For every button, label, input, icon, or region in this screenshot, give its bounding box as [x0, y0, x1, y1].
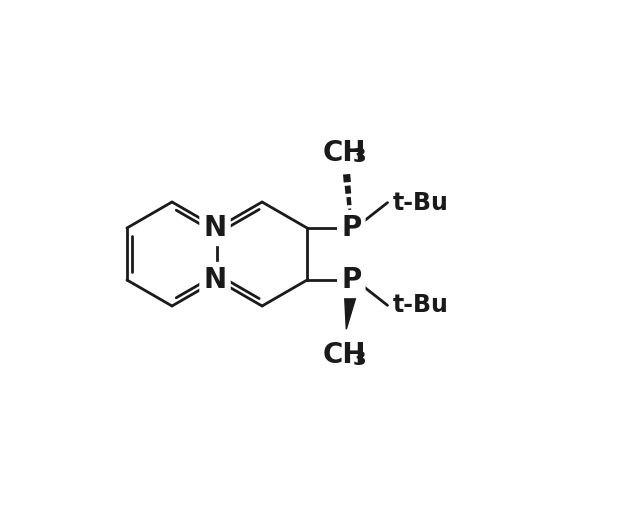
- Text: N: N: [204, 214, 227, 242]
- Text: N: N: [204, 266, 227, 294]
- Text: t-Bu: t-Bu: [392, 293, 449, 317]
- Text: CH: CH: [323, 341, 366, 369]
- Text: t-Bu: t-Bu: [392, 191, 449, 215]
- Text: 3: 3: [353, 350, 366, 369]
- Text: P: P: [341, 214, 362, 242]
- Text: P: P: [341, 266, 362, 294]
- Text: CH: CH: [323, 139, 366, 167]
- Text: 3: 3: [353, 147, 366, 167]
- Polygon shape: [344, 289, 358, 329]
